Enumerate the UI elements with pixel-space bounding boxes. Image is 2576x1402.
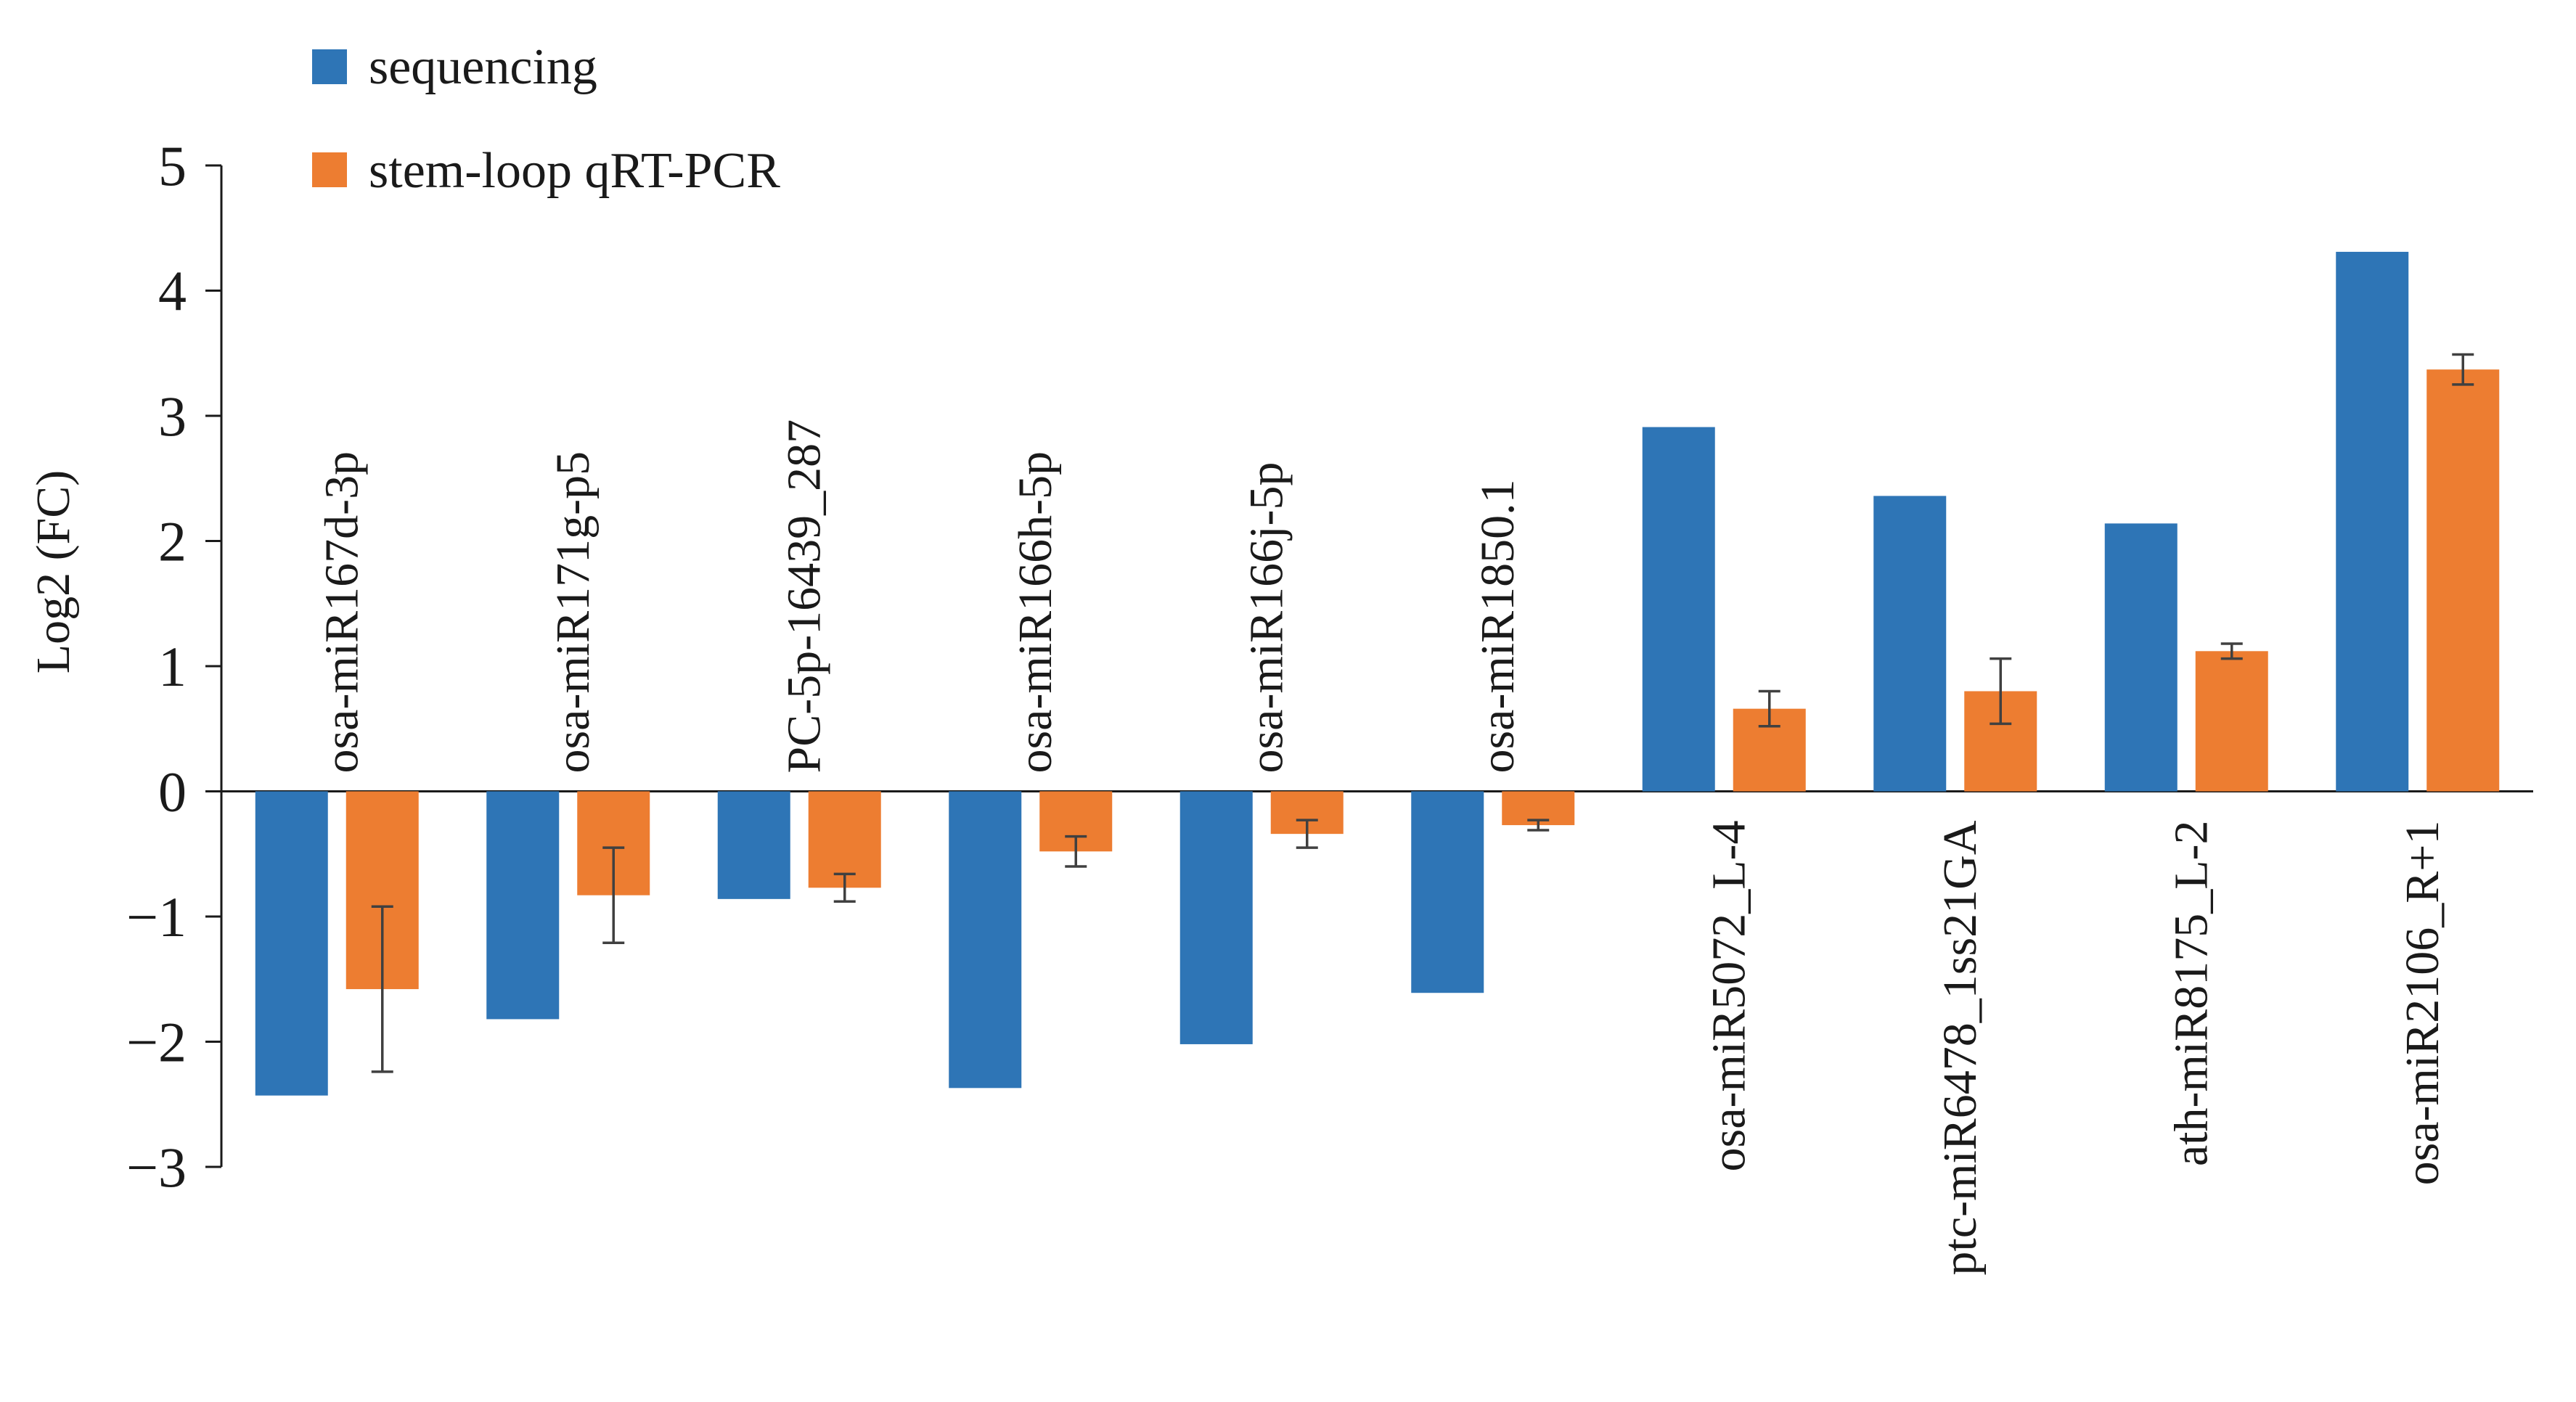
category-label: osa-miR166h-5p bbox=[1009, 451, 1062, 774]
error-bar bbox=[1527, 819, 1550, 832]
y-tick-label: 1 bbox=[158, 635, 187, 698]
legend-swatch-qrtpcr bbox=[312, 152, 347, 187]
y-tick-label: −2 bbox=[126, 1011, 187, 1074]
bars bbox=[255, 252, 2500, 1096]
error-bar bbox=[1990, 657, 2012, 726]
bar-sequencing bbox=[949, 791, 1022, 1089]
bar-sequencing bbox=[486, 791, 560, 1020]
y-tick-label: −1 bbox=[126, 885, 187, 948]
category-label: osa-miR1850.1 bbox=[1471, 479, 1524, 773]
category-label: osa-miR166j-5p bbox=[1240, 462, 1293, 774]
category-label: osa-miR171g-p5 bbox=[547, 451, 600, 774]
category-label: ptc-miR6478_1ss21GA bbox=[1934, 820, 1987, 1275]
bar-sequencing bbox=[2104, 523, 2178, 792]
bar-sequencing bbox=[255, 791, 328, 1096]
bar-sequencing bbox=[1642, 427, 1715, 792]
bar-sequencing bbox=[1411, 791, 1484, 993]
y-tick-label: 0 bbox=[158, 761, 187, 824]
bar-sequencing bbox=[2336, 252, 2409, 792]
error-bars bbox=[371, 353, 2474, 1073]
bar-qrtpcr bbox=[808, 791, 881, 888]
bar-sequencing bbox=[717, 791, 790, 899]
y-tick-label: 2 bbox=[158, 510, 187, 573]
bar-sequencing bbox=[1873, 496, 1947, 792]
category-label: osa-miR167d-3p bbox=[315, 451, 368, 774]
error-bar bbox=[2452, 353, 2474, 386]
y-axis-title: Log2 (FC) bbox=[27, 470, 80, 674]
legend-label-qrtpcr: stem-loop qRT-PCR bbox=[369, 143, 780, 199]
bar-sequencing bbox=[1179, 791, 1253, 1044]
category-label: PC-5p-16439_287 bbox=[777, 419, 830, 774]
category-label: osa-miR5072_L-4 bbox=[1702, 821, 1755, 1172]
y-tick-label: −3 bbox=[126, 1136, 187, 1199]
legend: sequencing stem-loop qRT-PCR bbox=[312, 39, 780, 199]
category-label: osa-miR2106_R+1 bbox=[2396, 821, 2449, 1186]
error-bar bbox=[2220, 642, 2243, 660]
error-bar bbox=[1065, 835, 1087, 868]
y-tick-label: 3 bbox=[158, 385, 187, 448]
error-bar bbox=[1758, 689, 1780, 728]
y-tick-label: 5 bbox=[158, 134, 187, 197]
category-label: ath-miR8175_L-2 bbox=[2164, 821, 2217, 1167]
bar-qrtpcr bbox=[2426, 369, 2500, 792]
error-bar bbox=[371, 905, 393, 1073]
legend-swatch-sequencing bbox=[312, 49, 347, 84]
error-bar bbox=[833, 872, 856, 903]
bar-qrtpcr bbox=[2195, 651, 2268, 792]
error-bar bbox=[1296, 819, 1318, 849]
category-labels: osa-miR167d-3p osa-miR171g-p5 PC-5p-16439_… bbox=[315, 419, 2449, 1276]
error-bar bbox=[602, 846, 625, 944]
legend-label-sequencing: sequencing bbox=[369, 39, 597, 95]
y-tick-label: 4 bbox=[158, 260, 187, 323]
